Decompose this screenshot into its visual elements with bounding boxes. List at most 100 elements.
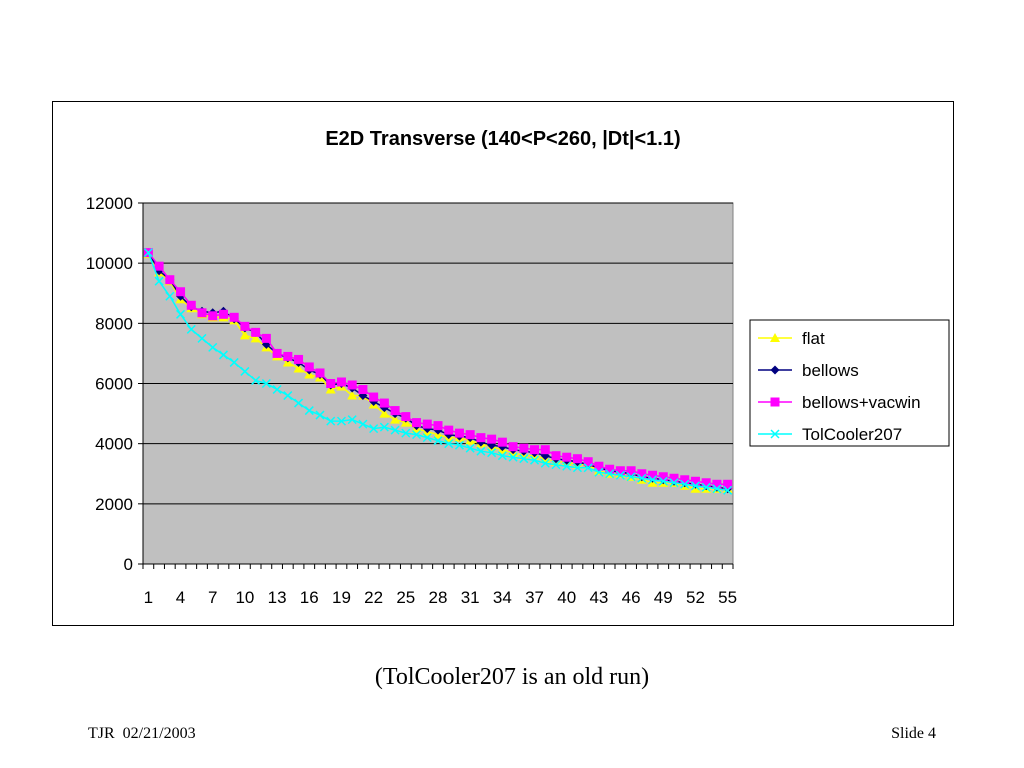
data-point xyxy=(626,472,636,482)
data-point xyxy=(240,366,250,376)
data-point xyxy=(315,410,325,420)
data-point xyxy=(605,469,615,479)
data-point xyxy=(304,406,314,416)
data-point xyxy=(379,398,389,408)
x-tick-label: 28 xyxy=(429,588,448,607)
data-point-stroke xyxy=(197,333,207,343)
data-point-stroke xyxy=(261,378,271,389)
data-point-stroke xyxy=(251,375,261,386)
data-point xyxy=(412,430,422,440)
data-point xyxy=(648,475,658,485)
x-tick-label: 40 xyxy=(557,588,576,607)
data-point xyxy=(261,378,271,389)
data-point-stroke xyxy=(272,384,282,395)
data-point xyxy=(218,309,228,319)
series-bellows-vacwin xyxy=(143,248,733,489)
y-tick-label: 8000 xyxy=(95,314,133,333)
data-point xyxy=(422,419,432,429)
data-point xyxy=(347,390,358,400)
series-layer xyxy=(143,248,733,495)
data-point xyxy=(197,333,207,343)
data-point xyxy=(658,476,668,486)
data-point xyxy=(251,375,261,386)
data-point xyxy=(605,464,615,474)
data-point-stroke xyxy=(572,463,582,473)
data-point xyxy=(229,312,239,322)
data-point xyxy=(562,452,572,462)
data-point xyxy=(186,324,196,334)
data-point-stroke xyxy=(326,416,336,426)
data-point-stroke xyxy=(626,472,636,482)
data-point xyxy=(272,384,282,395)
data-point-stroke xyxy=(648,475,658,485)
data-point-stroke xyxy=(770,429,780,439)
legend-item: bellows xyxy=(758,361,859,380)
data-point xyxy=(770,429,780,439)
data-point xyxy=(712,479,722,489)
data-point xyxy=(154,261,164,271)
legend-label: TolCooler207 xyxy=(802,425,902,444)
data-point-stroke xyxy=(487,448,497,458)
y-tick-label: 4000 xyxy=(95,435,133,454)
data-point-stroke xyxy=(690,481,700,491)
data-point xyxy=(347,380,357,390)
data-point xyxy=(454,428,464,438)
data-point xyxy=(197,308,207,318)
data-point-stroke xyxy=(551,460,561,470)
data-point xyxy=(272,348,282,358)
data-point xyxy=(712,484,722,494)
data-point-stroke xyxy=(240,366,250,376)
data-point xyxy=(551,451,561,461)
data-point-stroke xyxy=(304,406,314,416)
axes: 0 2000 4000 6000 8000 10000 12000 1 4 7 10 13 16 19 22… xyxy=(86,194,737,607)
data-point xyxy=(723,485,733,495)
data-point-stroke xyxy=(336,416,346,426)
data-point-stroke xyxy=(605,469,615,479)
data-point xyxy=(401,428,411,438)
data-point-stroke xyxy=(680,479,690,489)
data-point xyxy=(369,392,379,402)
data-point-stroke xyxy=(530,455,540,465)
data-point xyxy=(251,327,261,337)
data-point xyxy=(176,309,186,319)
data-point xyxy=(294,354,304,364)
data-point-stroke xyxy=(540,458,550,468)
legend-box xyxy=(749,319,950,447)
data-point xyxy=(594,467,604,477)
data-point xyxy=(723,479,733,489)
data-point xyxy=(176,287,186,297)
data-point xyxy=(562,461,572,471)
series-tolcooler207 xyxy=(143,248,733,495)
legend-label: bellows+vacwin xyxy=(802,393,921,412)
data-point-stroke xyxy=(465,443,475,453)
data-point xyxy=(551,460,561,470)
data-point xyxy=(422,433,432,443)
data-point-stroke xyxy=(444,439,454,449)
data-point-stroke xyxy=(369,424,379,434)
data-point xyxy=(648,470,658,480)
y-tick-label: 2000 xyxy=(95,495,133,514)
data-point xyxy=(770,397,780,407)
data-point-stroke xyxy=(723,485,733,495)
data-point-stroke xyxy=(283,391,293,401)
data-point-stroke xyxy=(379,422,389,432)
data-point xyxy=(283,351,293,361)
data-point xyxy=(369,424,379,434)
data-point xyxy=(315,368,325,378)
data-point xyxy=(433,436,443,446)
data-point-stroke xyxy=(658,476,668,486)
x-tick-label: 4 xyxy=(176,588,185,607)
data-point xyxy=(519,454,529,464)
chart-title: E2D Transverse (140<P<260, |Dt|<1.1) xyxy=(325,128,680,150)
data-point xyxy=(454,440,464,450)
x-tick-label: 37 xyxy=(525,588,544,607)
legend-item: TolCooler207 xyxy=(758,425,902,444)
data-point xyxy=(239,330,250,340)
data-point xyxy=(465,443,475,453)
data-point xyxy=(433,421,443,431)
legend: flat bellows bellows+vacwin TolCooler207 xyxy=(749,319,950,447)
data-point-stroke xyxy=(401,428,411,438)
data-point xyxy=(379,408,390,418)
data-point xyxy=(240,321,250,331)
